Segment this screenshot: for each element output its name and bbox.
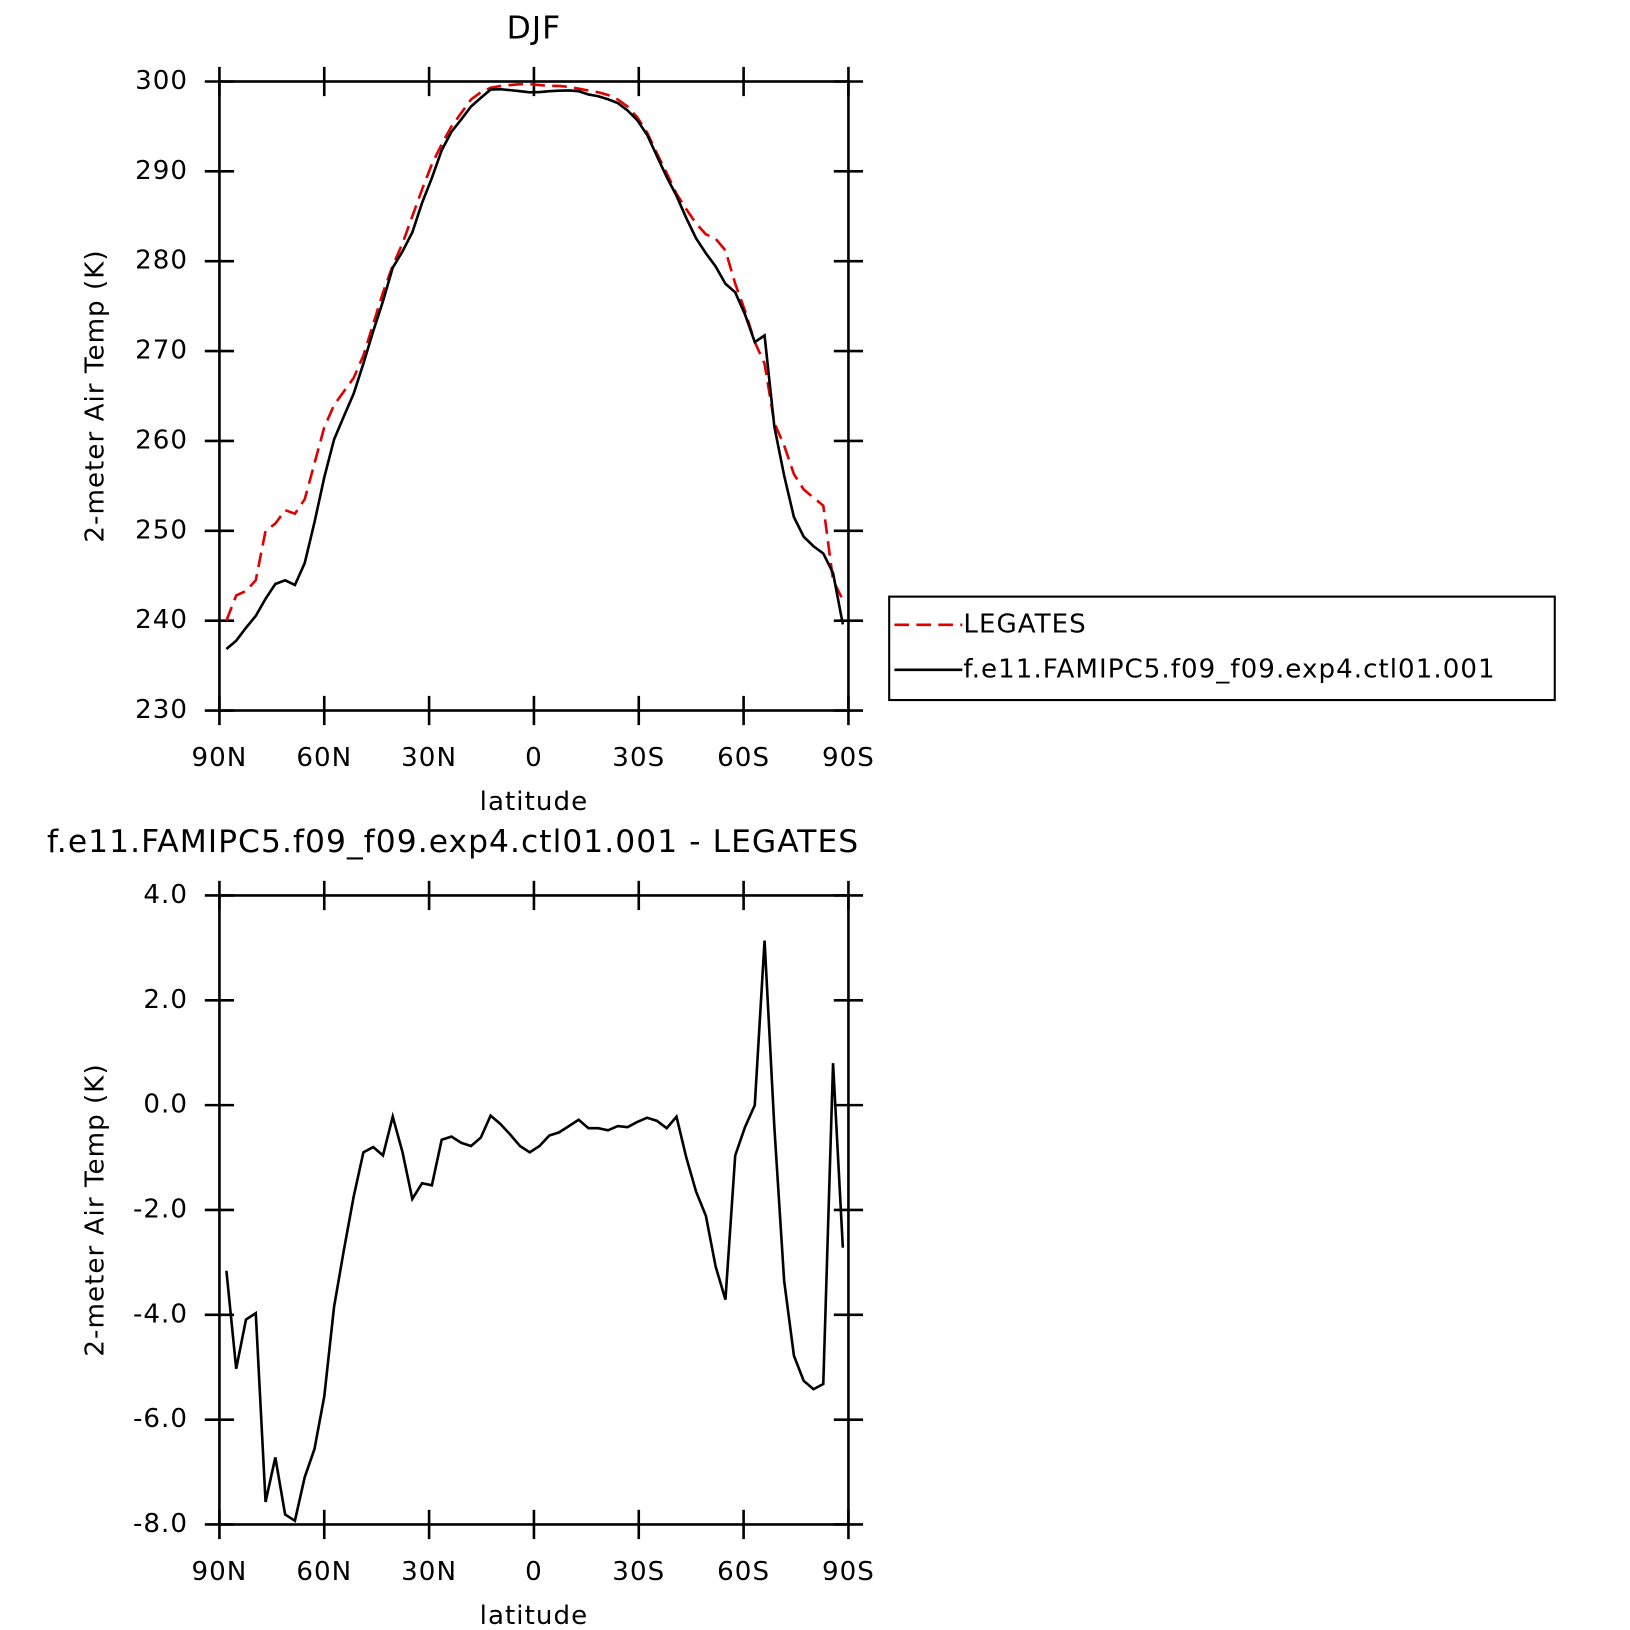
y-tick-label: 260 bbox=[135, 425, 188, 455]
y-tick-label: 4.0 bbox=[143, 880, 188, 910]
x-axis-label: latitude bbox=[480, 1601, 589, 1630]
y-tick-label: 300 bbox=[135, 66, 188, 96]
chart-title: DJF bbox=[507, 10, 562, 46]
y-axis-label: 2-meter Air Temp (K) bbox=[81, 1063, 111, 1356]
x-tick-label: 90N bbox=[191, 1557, 247, 1587]
plot-frame bbox=[218, 80, 850, 712]
y-tick-label: 0.0 bbox=[143, 1090, 188, 1120]
data-line bbox=[225, 940, 845, 1523]
y-tick-label: 240 bbox=[135, 605, 188, 635]
legend-box bbox=[888, 595, 1556, 702]
x-axis-label: latitude bbox=[480, 787, 589, 817]
x-tick-label: 60S bbox=[717, 1557, 770, 1587]
y-tick-label: 250 bbox=[135, 515, 188, 545]
x-tick-label: 90N bbox=[191, 743, 247, 773]
y-tick-label: -8.0 bbox=[133, 1509, 188, 1539]
y-tick-label: 290 bbox=[135, 156, 188, 186]
y-tick-label: -6.0 bbox=[133, 1404, 188, 1434]
x-tick-label: 60N bbox=[296, 1557, 352, 1587]
legend-label: LEGATES bbox=[963, 609, 1086, 639]
x-tick-label: 30S bbox=[612, 743, 665, 773]
data-line bbox=[225, 82, 845, 622]
x-tick-label: 0 bbox=[525, 1557, 543, 1587]
chart-title: f.e11.FAMIPC5.f09_f09.exp4.ctl01.001 - L… bbox=[47, 824, 859, 860]
x-tick-label: 60S bbox=[717, 743, 770, 773]
data-line bbox=[225, 87, 845, 651]
x-tick-label: 30S bbox=[612, 1557, 665, 1587]
y-tick-label: 230 bbox=[135, 695, 188, 725]
plot-frame bbox=[218, 894, 850, 1526]
y-axis-label: 2-meter Air Temp (K) bbox=[81, 249, 111, 542]
y-tick-label: 270 bbox=[135, 336, 188, 366]
x-tick-label: 60N bbox=[296, 743, 352, 773]
y-tick-label: 280 bbox=[135, 246, 188, 276]
x-tick-label: 30N bbox=[401, 1557, 457, 1587]
legend-label: f.e11.FAMIPC5.f09_f09.exp4.ctl01.001 bbox=[963, 654, 1495, 684]
y-tick-label: -4.0 bbox=[133, 1299, 188, 1329]
x-tick-label: 30N bbox=[401, 743, 457, 773]
x-tick-label: 90S bbox=[822, 743, 875, 773]
y-tick-label: 2.0 bbox=[143, 985, 188, 1015]
x-tick-label: 90S bbox=[822, 1557, 875, 1587]
y-tick-label: -2.0 bbox=[133, 1194, 188, 1224]
x-tick-label: 0 bbox=[525, 743, 543, 773]
